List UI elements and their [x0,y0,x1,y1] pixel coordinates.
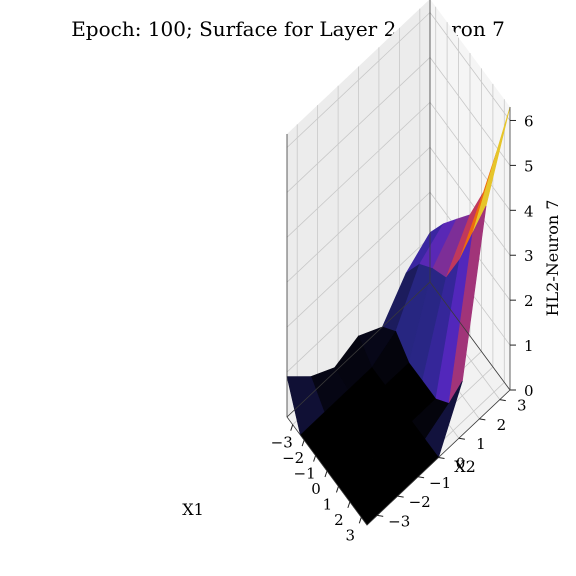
y-tick-label: −2 [409,493,431,511]
z-axis-label: HL2-Neuron 7 [543,200,562,317]
z-tick-label: 0 [524,382,534,400]
y-tick-label: 3 [517,397,527,415]
x-axis-label: X1 [182,500,204,519]
y-tick [479,418,486,421]
x-tick-label: −3 [271,434,293,452]
z-tick-label: 2 [524,292,534,310]
surface-mesh [286,106,511,526]
x-tick [324,470,328,478]
z-tick-label: 6 [524,112,534,130]
y-tick-label: −3 [388,512,410,530]
y-axis-label: X2 [454,457,476,476]
x-tick [290,424,294,431]
x-tick [301,439,305,447]
y-tick-label: 1 [476,435,486,453]
x-tick-label: 2 [334,511,344,529]
z-tick-label: 1 [524,337,534,355]
y-tick [438,457,445,459]
y-tick [377,514,384,517]
y-tick [458,437,466,440]
z-tick-label: 4 [524,202,534,220]
z-tick-label: 3 [524,247,534,265]
y-tick [417,476,425,479]
x-tick [358,517,362,524]
x-tick-label: 1 [323,495,333,513]
y-tick [499,399,506,402]
y-tick-label: −1 [429,474,451,492]
x-tick [313,455,317,462]
x-tick-label: 3 [346,526,356,544]
y-tick-label: 2 [497,416,507,434]
x-tick-label: −1 [294,465,316,483]
y-tick [397,495,404,498]
x-tick-label: 0 [311,480,321,498]
x-tick-label: −2 [282,449,304,467]
x-tick [335,486,339,493]
y-tick-label: 0 [456,455,466,473]
z-tick-label: 5 [524,157,534,175]
x-tick [347,501,351,509]
